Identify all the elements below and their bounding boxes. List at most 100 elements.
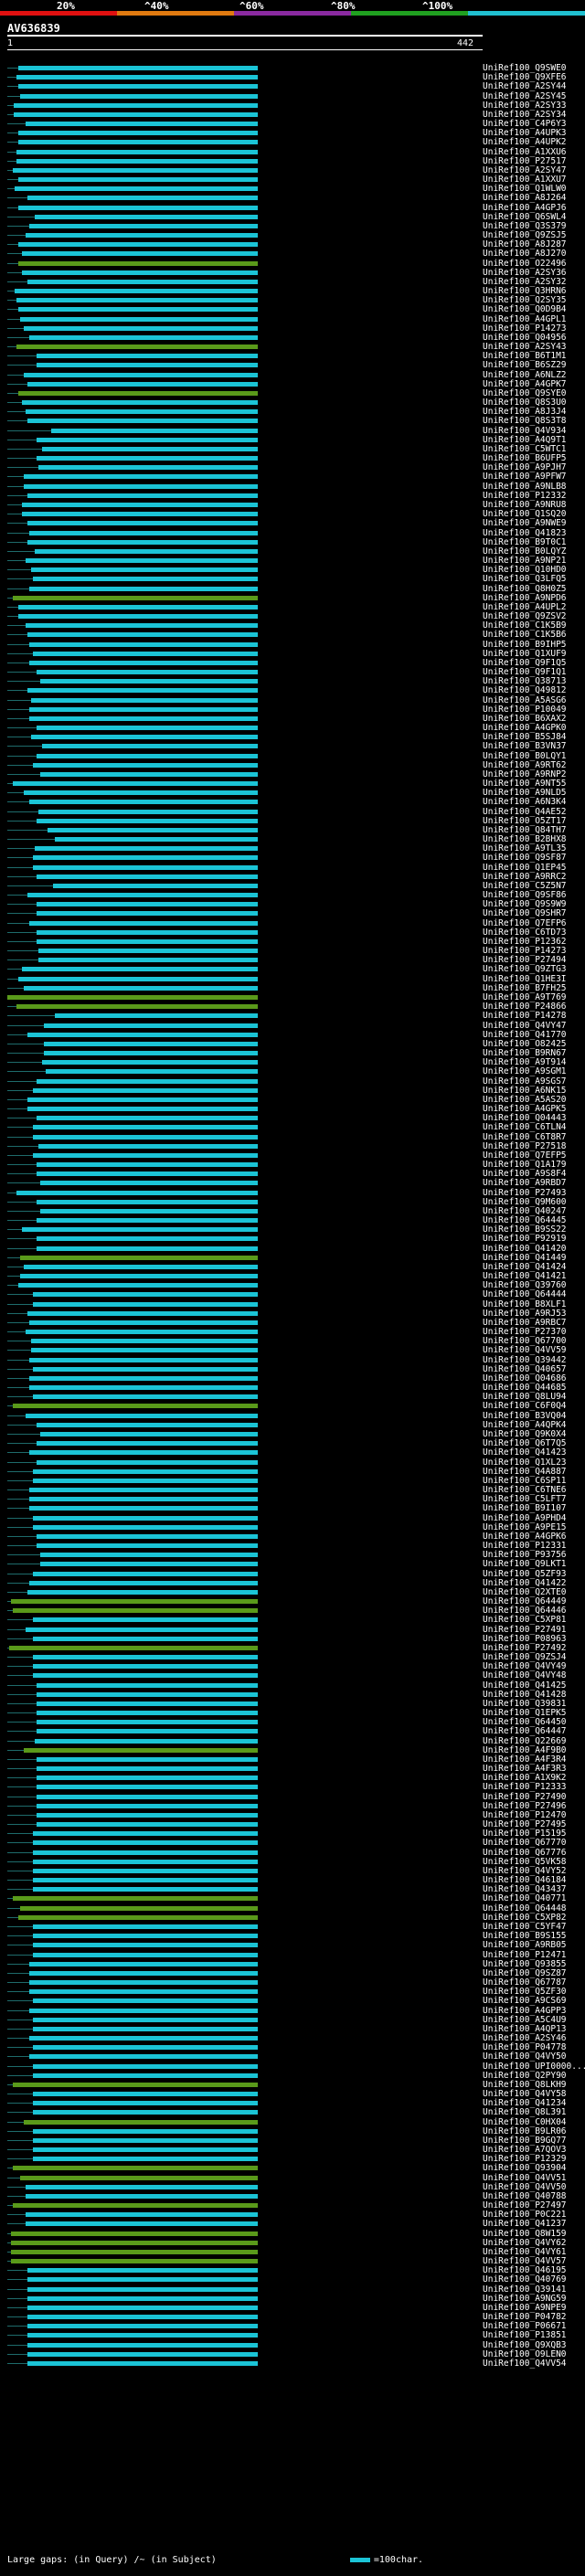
alignment-row[interactable]: UniRef100_Q39760 (0, 1281, 585, 1290)
subject-label[interactable]: UniRef100_Q5VK58 (483, 1857, 567, 1867)
subject-label[interactable]: UniRef100_P08963 (483, 1634, 567, 1644)
alignment-row[interactable]: UniRef100_B9SS22 (0, 1225, 585, 1235)
subject-label[interactable]: UniRef100_B9SS22 (483, 1224, 567, 1235)
alignment-bar[interactable] (13, 2166, 258, 2170)
alignment-row[interactable]: UniRef100_A1XXU7 (0, 175, 585, 185)
alignment-row[interactable]: UniRef100_P15195 (0, 1829, 585, 1839)
subject-label[interactable]: UniRef100_Q4VV59 (483, 1345, 567, 1355)
subject-label[interactable]: UniRef100_Q0D9B4 (483, 304, 567, 314)
subject-label[interactable]: UniRef100_A2SY45 (483, 91, 567, 101)
alignment-bar[interactable] (22, 967, 258, 971)
subject-label[interactable]: UniRef100_Q8S3U0 (483, 398, 567, 408)
subject-label[interactable]: UniRef100_Q41422 (483, 1578, 567, 1588)
alignment-row[interactable]: UniRef100_UPI0000... (0, 2062, 585, 2072)
alignment-bar[interactable] (33, 1367, 258, 1372)
subject-label[interactable]: UniRef100_O5ZT17 (483, 816, 567, 826)
alignment-bar[interactable] (27, 521, 258, 525)
subject-label[interactable]: UniRef100_Q8H0Z5 (483, 584, 567, 594)
alignment-bar[interactable] (33, 1394, 258, 1399)
alignment-bar[interactable] (16, 298, 258, 302)
subject-label[interactable]: UniRef100_Q6SWL4 (483, 212, 567, 222)
subject-label[interactable]: UniRef100_Q1HE3I (483, 974, 567, 984)
alignment-bar[interactable] (37, 1162, 258, 1167)
alignment-bar[interactable] (33, 1878, 258, 1882)
alignment-bar[interactable] (33, 2110, 258, 2115)
alignment-bar[interactable] (16, 345, 258, 349)
subject-label[interactable]: UniRef100_A9TL35 (483, 843, 567, 853)
subject-label[interactable]: UniRef100_Q4VY52 (483, 1866, 567, 1876)
alignment-bar[interactable] (33, 1664, 258, 1669)
alignment-bar[interactable] (27, 2315, 258, 2319)
alignment-row[interactable]: UniRef100_A1X9K2 (0, 1774, 585, 1783)
subject-label[interactable]: UniRef100_A4F3R4 (483, 1754, 567, 1765)
alignment-row[interactable]: UniRef100_A9RT62 (0, 761, 585, 770)
alignment-row[interactable]: UniRef100_Q67787 (0, 1978, 585, 1988)
alignment-bar[interactable] (37, 1460, 258, 1465)
alignment-row[interactable]: UniRef100_A9NWE9 (0, 519, 585, 528)
alignment-bar[interactable] (37, 1813, 258, 1818)
subject-label[interactable]: UniRef100_C1K5B6 (483, 630, 567, 640)
subject-label[interactable]: UniRef100_C5XP82 (483, 1913, 567, 1923)
alignment-row[interactable]: UniRef100_Q43437 (0, 1885, 585, 1894)
alignment-row[interactable]: UniRef100_Q44685 (0, 1383, 585, 1393)
alignment-row[interactable]: UniRef100_P27497 (0, 2201, 585, 2210)
alignment-bar[interactable] (37, 1692, 258, 1697)
alignment-bar[interactable] (33, 1655, 258, 1659)
alignment-bar[interactable] (33, 855, 258, 860)
alignment-bar[interactable] (44, 1042, 258, 1046)
alignment-row[interactable]: UniRef100_C6TNE6 (0, 1486, 585, 1495)
alignment-bar[interactable] (37, 1795, 258, 1799)
alignment-bar[interactable] (33, 1998, 258, 2003)
alignment-row[interactable]: UniRef100_A4F3R3 (0, 1765, 585, 1774)
alignment-bar[interactable] (33, 2045, 258, 2050)
subject-label[interactable]: UniRef100_Q49812 (483, 685, 567, 695)
subject-label[interactable]: UniRef100_A2SY43 (483, 342, 567, 352)
alignment-row[interactable]: UniRef100_A9NG59 (0, 2295, 585, 2304)
subject-label[interactable]: UniRef100_B9LR06 (483, 2126, 567, 2136)
subject-label[interactable]: UniRef100_A2SY34 (483, 110, 567, 120)
subject-label[interactable]: UniRef100_A1X9K2 (483, 1773, 567, 1783)
alignment-row[interactable]: UniRef100_P12332 (0, 492, 585, 501)
alignment-bar[interactable] (33, 1135, 258, 1140)
alignment-bar[interactable] (27, 2333, 258, 2337)
alignment-row[interactable]: UniRef100_C5WTC1 (0, 445, 585, 454)
subject-label[interactable]: UniRef100_A9NPE9 (483, 2303, 567, 2313)
alignment-bar[interactable] (37, 1804, 258, 1808)
subject-label[interactable]: UniRef100_Q46184 (483, 1875, 567, 1885)
alignment-bar[interactable] (33, 2092, 258, 2096)
subject-label[interactable]: UniRef100_P27517 (483, 156, 567, 166)
alignment-bar[interactable] (18, 1915, 258, 1920)
alignment-row[interactable]: UniRef100_A4GPL1 (0, 315, 585, 324)
alignment-bar[interactable] (24, 986, 258, 991)
alignment-bar[interactable] (26, 233, 258, 238)
alignment-row[interactable]: UniRef100_Q7EFP6 (0, 919, 585, 928)
alignment-row[interactable]: UniRef100_A9NPE9 (0, 2304, 585, 2313)
alignment-row[interactable]: UniRef100_A4UPK2 (0, 138, 585, 147)
subject-label[interactable]: UniRef100_P24866 (483, 1002, 567, 1012)
alignment-row[interactable]: UniRef100_C4P6Y3 (0, 120, 585, 129)
alignment-row[interactable]: UniRef100_Q9F1Q1 (0, 668, 585, 677)
alignment-row[interactable]: UniRef100_A8J264 (0, 194, 585, 203)
alignment-row[interactable]: UniRef100_Q8LKH9 (0, 2081, 585, 2090)
subject-label[interactable]: UniRef100_C6T8R7 (483, 1132, 567, 1142)
subject-label[interactable]: UniRef100_Q84TH7 (483, 825, 567, 835)
alignment-bar[interactable] (33, 1516, 258, 1521)
alignment-row[interactable]: UniRef100_P12362 (0, 938, 585, 947)
alignment-bar[interactable] (13, 596, 258, 600)
alignment-bar[interactable] (33, 1924, 258, 1929)
alignment-row[interactable]: UniRef100_A1XXU6 (0, 148, 585, 157)
subject-label[interactable]: UniRef100_Q2SY35 (483, 295, 567, 305)
alignment-row[interactable]: UniRef100_Q41428 (0, 1691, 585, 1700)
subject-label[interactable]: UniRef100_Q8S3T8 (483, 416, 567, 426)
subject-label[interactable]: UniRef100_Q9LKT1 (483, 1559, 567, 1569)
alignment-row[interactable]: UniRef100_A9NRU8 (0, 501, 585, 510)
alignment-row[interactable]: UniRef100_C6TLN4 (0, 1123, 585, 1132)
subject-label[interactable]: UniRef100_B6SZ29 (483, 360, 567, 370)
alignment-row[interactable]: UniRef100_Q4VV51 (0, 2174, 585, 2183)
subject-label[interactable]: UniRef100_P04778 (483, 2042, 567, 2052)
alignment-row[interactable]: UniRef100_A9RB05 (0, 1941, 585, 1950)
subject-label[interactable]: UniRef100_P27492 (483, 1643, 567, 1653)
alignment-bar[interactable] (40, 1432, 258, 1436)
subject-label[interactable]: UniRef100_P27491 (483, 1625, 567, 1635)
alignment-row[interactable]: UniRef100_B8XLF1 (0, 1300, 585, 1309)
